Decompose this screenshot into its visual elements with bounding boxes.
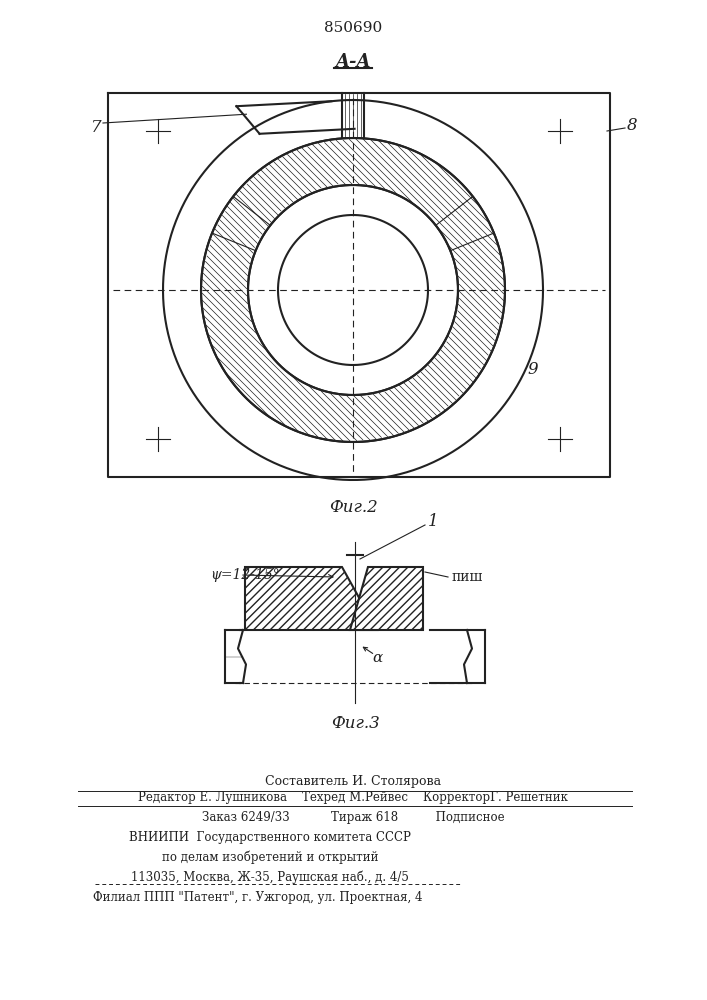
Text: Составитель И. Столярова: Составитель И. Столярова — [265, 776, 441, 788]
Text: Филиал ППП "Патент", г. Ужгород, ул. Проектная, 4: Филиал ППП "Патент", г. Ужгород, ул. Про… — [93, 892, 423, 904]
Text: 7: 7 — [90, 119, 101, 136]
Text: по делам изобретений и открытий: по делам изобретений и открытий — [162, 850, 378, 864]
Polygon shape — [350, 567, 423, 630]
Text: Фиг.2: Фиг.2 — [329, 498, 378, 516]
Text: 113035, Москва, Ж-35, Раушская наб., д. 4/5: 113035, Москва, Ж-35, Раушская наб., д. … — [131, 870, 409, 884]
Text: α: α — [372, 651, 382, 665]
Text: 8: 8 — [626, 117, 637, 134]
Polygon shape — [245, 567, 377, 630]
Text: 9: 9 — [527, 361, 538, 378]
Text: ψ=12-15°: ψ=12-15° — [210, 568, 280, 582]
Text: пиш: пиш — [451, 570, 482, 584]
Text: ВНИИПИ  Государственного комитета СССР: ВНИИПИ Государственного комитета СССР — [129, 830, 411, 844]
Text: 850690: 850690 — [324, 21, 382, 35]
Text: Заказ 6249/33           Тираж 618          Подписное: Заказ 6249/33 Тираж 618 Подписное — [201, 810, 504, 824]
Text: Фиг.3: Фиг.3 — [331, 714, 380, 732]
Text: Редактор Е. Лушникова    Техред М.Рейвес    КорректорГ. Решетник: Редактор Е. Лушникова Техред М.Рейвес Ко… — [138, 792, 568, 804]
Text: 1: 1 — [428, 514, 438, 530]
Text: A-A: A-A — [335, 53, 370, 71]
